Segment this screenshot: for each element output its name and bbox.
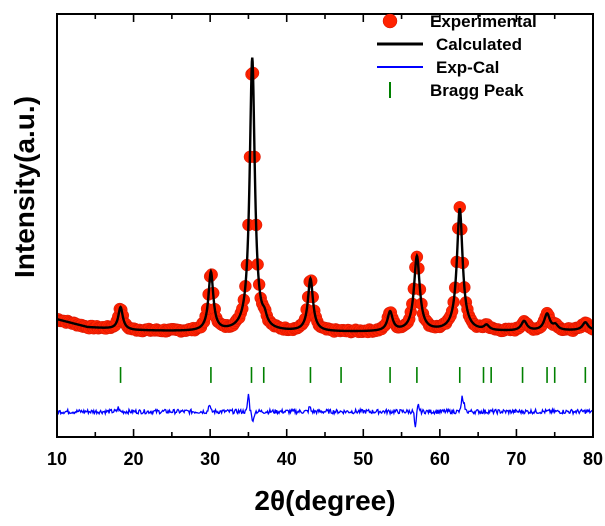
legend-entry: Exp-Cal xyxy=(377,58,499,77)
legend-entry: Calculated xyxy=(377,35,522,54)
x-tick-label: 20 xyxy=(124,449,144,469)
legend-label: Calculated xyxy=(436,35,522,54)
legend-entry: Experimental xyxy=(382,12,537,31)
legend-entry: Bragg Peak xyxy=(389,81,524,100)
x-tick-label: 30 xyxy=(200,449,220,469)
legend: Experimental Calculated Exp-Cal Bragg Peak xyxy=(377,12,537,100)
y-axis-title: Intensity(a.u.) xyxy=(9,96,40,278)
legend-marker xyxy=(382,13,398,29)
experimental-series xyxy=(57,66,593,339)
x-tick-label: 50 xyxy=(353,449,373,469)
x-tick-label: 70 xyxy=(506,449,526,469)
x-axis-title: 2θ(degree) xyxy=(254,485,395,516)
x-tick-label: 10 xyxy=(47,449,67,469)
legend-label: Bragg Peak xyxy=(430,81,524,100)
legend-label: Exp-Cal xyxy=(436,58,499,77)
x-tick-label: 40 xyxy=(277,449,297,469)
x-tick-label: 80 xyxy=(583,449,603,469)
exp-cal-line xyxy=(57,393,593,428)
x-axis-ticks: 10 20 30 40 50 60 70 80 xyxy=(47,14,603,469)
calculated-line xyxy=(57,57,593,333)
bragg-peak-series xyxy=(119,367,587,383)
plot-frame xyxy=(56,13,594,438)
x-tick-label: 60 xyxy=(430,449,450,469)
legend-label: Experimental xyxy=(430,12,537,31)
